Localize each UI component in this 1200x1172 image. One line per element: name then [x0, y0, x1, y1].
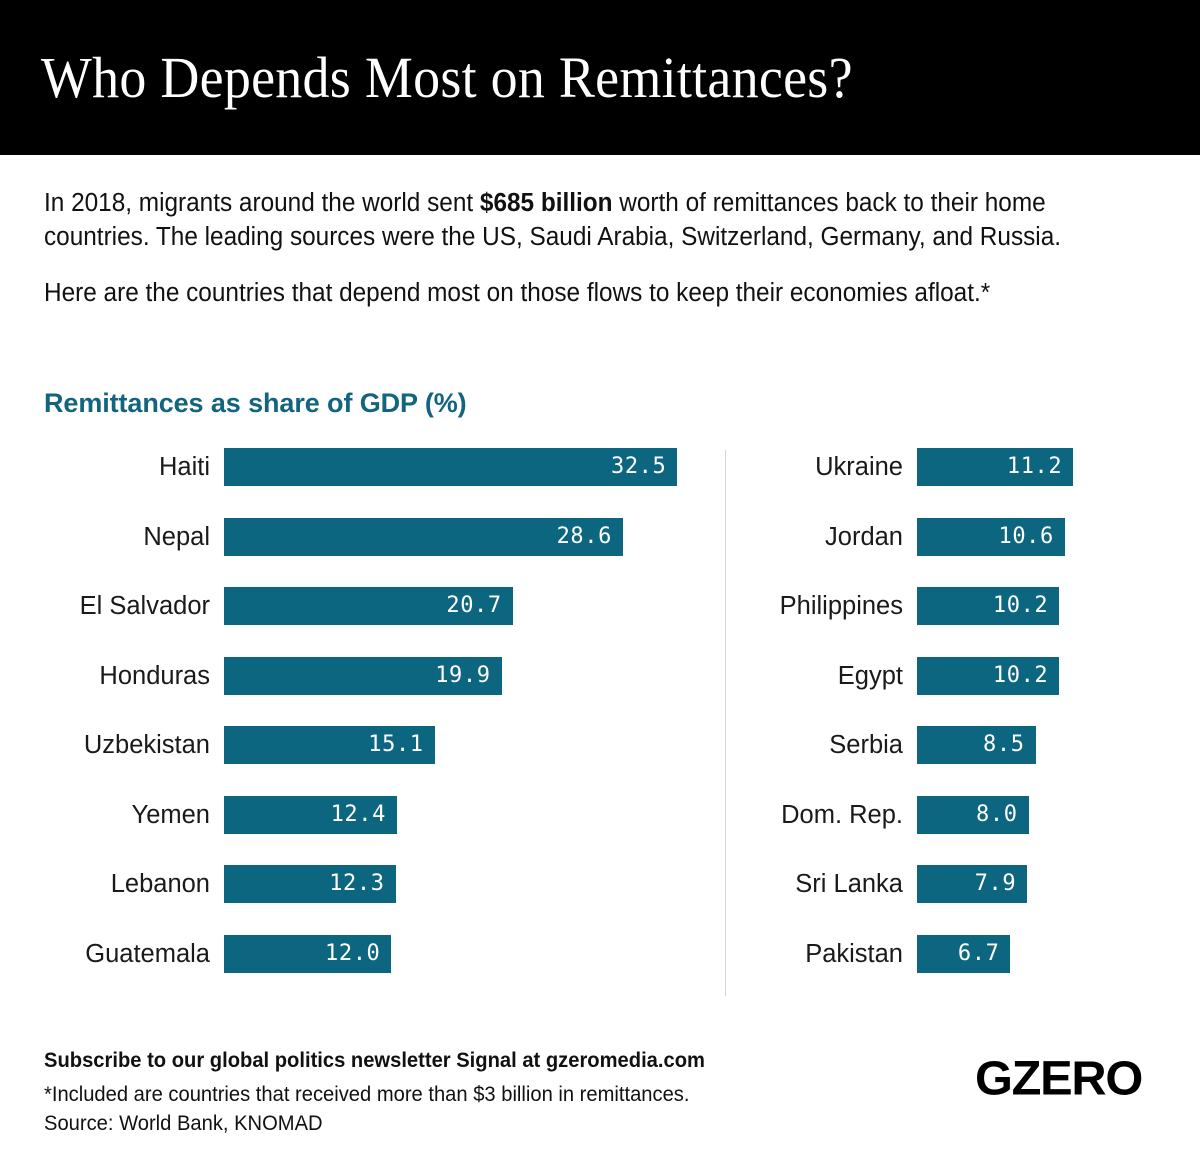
bar-label: Nepal: [143, 522, 210, 551]
bar-value: 10.2: [992, 662, 1049, 688]
column-divider: [725, 450, 726, 996]
bar-value: 10.6: [998, 523, 1054, 549]
bar-row: Nepal 28.6: [0, 517, 710, 588]
bar-row: Dom. Rep. 8.0: [740, 795, 1200, 866]
bar-label: Lebanon: [110, 870, 210, 898]
intro-paragraph-2: Here are the countries that depend most …: [44, 279, 991, 307]
bar-row: Honduras 19.9: [0, 656, 710, 727]
bar-value: 12.0: [325, 940, 381, 966]
bar-value: 6.7: [957, 940, 1000, 966]
bar-row: Pakistan 6.7: [740, 934, 1200, 1005]
bar: 10.2: [917, 587, 1060, 625]
bar: 12.3: [224, 865, 396, 903]
bar-value: 28.6: [556, 523, 612, 549]
source-line: Source: World Bank, KNOMAD: [44, 1112, 323, 1135]
bar-row: Serbia 8.5: [740, 726, 1200, 796]
intro-text-block: In 2018, migrants around the world sent …: [44, 186, 1154, 310]
subscribe-line: Subscribe to our global politics newslet…: [44, 1049, 705, 1072]
bar-row: Haiti 32.5: [0, 448, 710, 518]
bar-label: Pakistan: [805, 939, 903, 968]
bar-row: Yemen 12.4: [0, 795, 710, 866]
bar-label: Guatemala: [85, 939, 210, 968]
chart-column-right: Ukraine 11.2 Jordan 10.6 Philippines 10.2 Egyp…: [740, 448, 1200, 1004]
bar: 12.0: [224, 934, 392, 973]
bar-value: 32.5: [610, 454, 667, 479]
bar-value: 19.9: [435, 662, 491, 688]
bar-label: El Salvador: [79, 592, 210, 620]
bar-value: 10.2: [992, 593, 1049, 618]
intro-p1-before: In 2018, migrants around the world sent: [44, 189, 480, 217]
bar-label: Serbia: [829, 731, 903, 759]
bar-row: Uzbekistan 15.1: [0, 726, 710, 796]
bar: 12.4: [224, 795, 397, 834]
bar-value: 20.7: [446, 593, 502, 618]
bar-row: Lebanon 12.3: [0, 865, 710, 935]
footer-text-block: Subscribe to our global politics newslet…: [44, 1046, 944, 1138]
bar-value: 7.9: [974, 871, 1017, 896]
gzero-logo: GZERO: [975, 1051, 1143, 1106]
bar-row: Egypt 10.2: [740, 656, 1200, 727]
bar-value: 8.0: [976, 801, 1018, 827]
bar: 15.1: [224, 726, 435, 764]
bar-label: Egypt: [837, 661, 903, 690]
bar-label: Jordan: [825, 522, 903, 551]
bar-label: Haiti: [158, 453, 210, 481]
chart-title: Remittances as share of GDP (%): [44, 388, 467, 418]
bar-row: Jordan 10.6: [740, 517, 1200, 588]
intro-p1-highlight: $685 billion: [479, 189, 613, 217]
bar: 7.9: [917, 865, 1028, 903]
bar: 8.5: [917, 726, 1036, 764]
bar-label: Ukraine: [815, 453, 903, 481]
bar-row: El Salvador 20.7: [0, 587, 710, 657]
bar-row: Guatemala 12.0: [0, 934, 710, 1005]
bar-label: Philippines: [779, 592, 903, 620]
intro-p1-after: worth of remittances back to their home …: [44, 189, 1062, 251]
bar-label: Yemen: [131, 800, 210, 829]
bar-value: 12.4: [330, 801, 386, 827]
chart-column-left: Haiti 32.5 Nepal 28.6 El Salvador 20.7 Hondura…: [0, 448, 710, 1004]
header-band: Who Depends Most on Remittances?: [0, 0, 1200, 155]
bar-label: Honduras: [99, 661, 210, 690]
bar-row: Philippines 10.2: [740, 587, 1200, 657]
bar: 19.9: [224, 656, 502, 695]
bar-label: Sri Lanka: [795, 870, 903, 898]
bar-value: 12.3: [329, 871, 385, 896]
bar-value: 15.1: [368, 732, 424, 757]
bar: 8.0: [917, 795, 1029, 834]
bar-label: Dom. Rep.: [781, 800, 903, 829]
bar: 6.7: [917, 934, 1011, 973]
bar-chart: Haiti 32.5 Nepal 28.6 El Salvador 20.7 Hondura…: [0, 448, 1200, 1000]
footnote-line: *Included are countries that received mo…: [44, 1083, 690, 1106]
bar-row: Sri Lanka 7.9: [740, 865, 1200, 935]
bar-row: Ukraine 11.2: [740, 448, 1200, 518]
bar: 11.2: [917, 448, 1074, 486]
bar-label: Uzbekistan: [83, 731, 210, 759]
bar: 10.2: [917, 656, 1060, 695]
bar: 28.6: [224, 517, 623, 556]
bar-value: 8.5: [983, 732, 1025, 757]
intro-paragraph-1: In 2018, migrants around the world sent …: [44, 186, 1104, 254]
bar-value: 11.2: [1006, 454, 1063, 479]
bar: 32.5: [224, 448, 678, 486]
bar: 10.6: [917, 517, 1065, 556]
bar: 20.7: [224, 587, 513, 625]
page-title: Who Depends Most on Remittances?: [40, 45, 853, 110]
